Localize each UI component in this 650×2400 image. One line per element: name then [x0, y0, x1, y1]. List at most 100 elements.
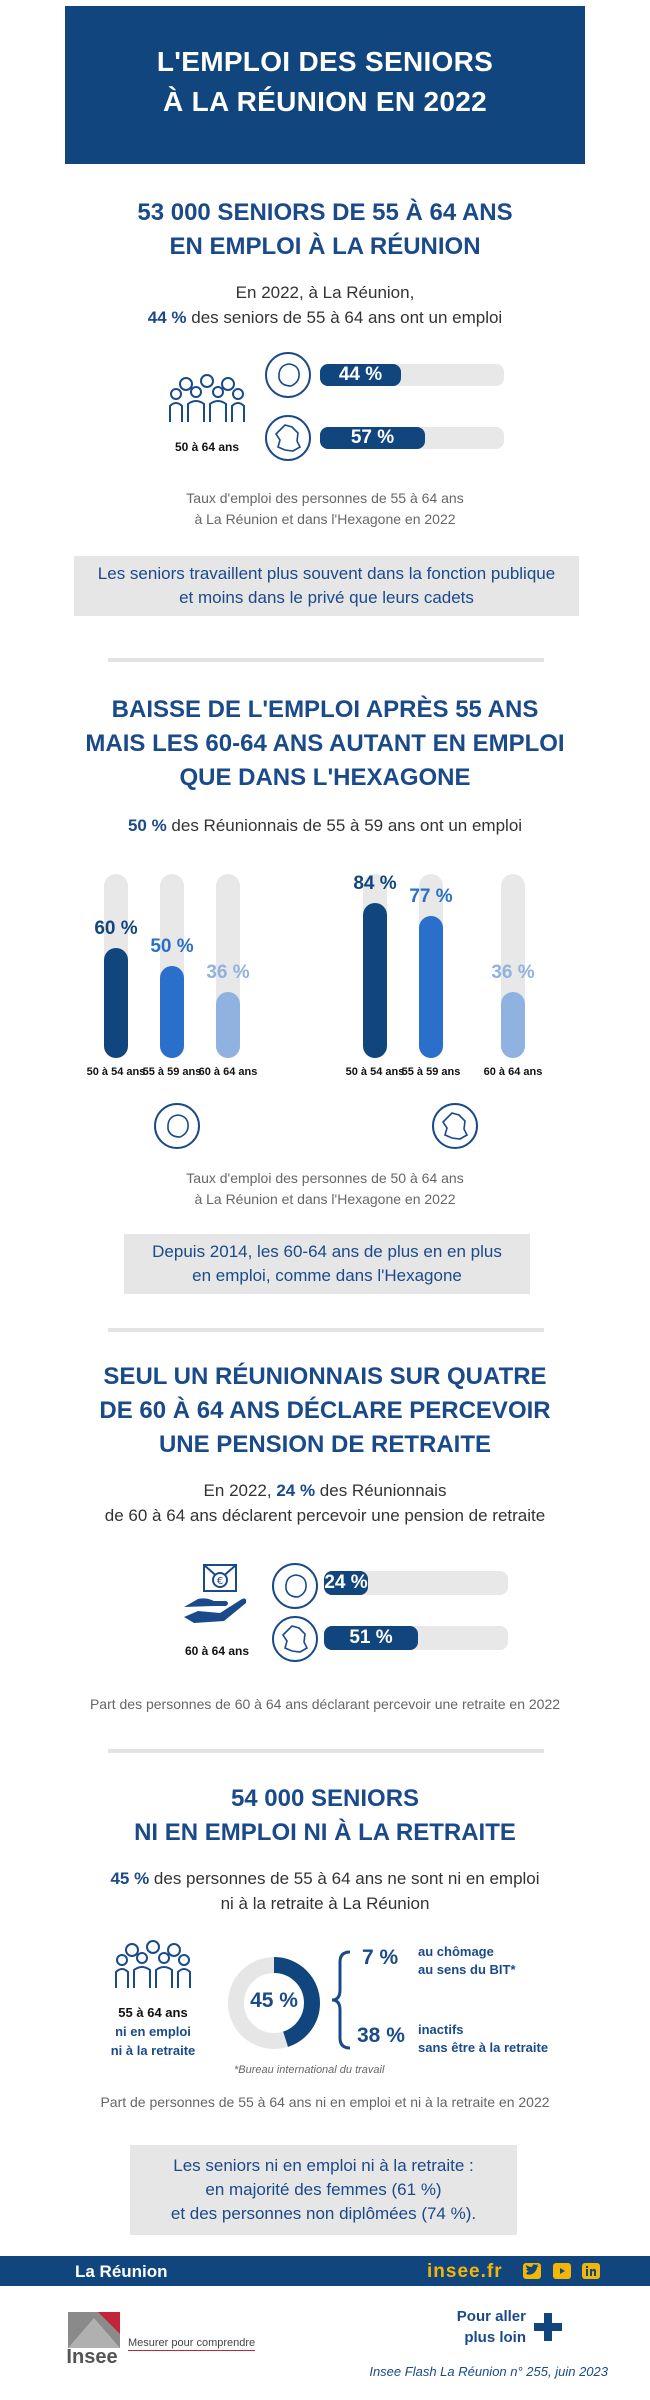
section3-icon-label: 60 à 64 ans — [184, 1644, 250, 1658]
header-title-line1: L'EMPLOI DES SENIORS — [156, 46, 494, 77]
section4-caption: Part de personnes de 55 à 64 ans ni en e… — [100, 2094, 550, 2110]
section4-icon-label: 55 à 64 ans ni en emploi ni à la retrait… — [92, 2003, 214, 2060]
section3-bar-reunion-fill: 24 % — [324, 1571, 368, 1595]
donut-arc — [228, 1957, 320, 2049]
section3-intro-rest: des Réunionnais — [315, 1481, 447, 1500]
youtube-icon[interactable] — [553, 2263, 571, 2279]
section1-title-line1: 53 000 SENIORS DE 55 À 64 ANS — [137, 199, 513, 226]
split-text-inactive: inactifs sans être à la retraite — [418, 2021, 548, 2057]
vbar-track-reunion-2 — [216, 874, 240, 1058]
section3-title-line3: UNE PENSION DE RETRAITE — [158, 1431, 492, 1458]
reunion-map-icon — [265, 352, 311, 398]
reunion-map-icon — [272, 1563, 318, 1609]
section4-intro-rest: des personnes de 55 à 64 ans ne sont ni … — [149, 1869, 540, 1888]
vbar-value-label-hexagone-2: 36 % — [491, 962, 535, 983]
split-text-unemployed-2: au sens du BIT* — [418, 1962, 516, 1977]
more-info-label[interactable]: Pour aller plus loin — [430, 2306, 526, 2348]
header-banner: L'EMPLOI DES SENIORS À LA RÉUNION EN 202… — [65, 6, 585, 164]
split-text-unemployed-1: au chômage — [418, 1944, 494, 1959]
vbar-track-reunion-1 — [160, 874, 184, 1058]
more-info-line1: Pour aller — [456, 2308, 526, 2325]
section1-intro-rest: des seniors de 55 à 64 ans ont un emploi — [186, 308, 503, 327]
section2-box-line2: en emploi, comme dans l'Hexagone — [192, 1266, 462, 1285]
section4-title: 54 000 SENIORS NI EN EMPLOI NI À LA RETR… — [0, 1782, 650, 1850]
insee-tagline: Mesurer pour comprendre — [128, 2337, 256, 2351]
section3-title: SEUL UN RÉUNIONNAIS SUR QUATRE DE 60 À 6… — [0, 1360, 650, 1462]
section1-intro: En 2022, à La Réunion, 44 % des seniors … — [0, 280, 650, 330]
vbar-category-label-reunion-1: 55 à 59 ans — [142, 1066, 202, 1078]
section1-caption: Taux d'emploi des personnes de 55 à 64 a… — [0, 488, 650, 530]
vbar-hexagone-0 — [363, 903, 387, 1058]
separator-2 — [108, 1328, 544, 1332]
brace-icon — [330, 1948, 354, 2052]
section3-intro-bold: 24 % — [276, 1481, 316, 1500]
section4-box: Les seniors ni en emploi ni à la retrait… — [130, 2145, 517, 2235]
section2-intro-bold: 50 % — [127, 816, 167, 835]
section4-footnote: *Bureau international du travail — [234, 2064, 385, 2076]
section1-bar-reunion-fill: 44 % — [320, 364, 401, 386]
section1-intro-line2: 44 % des seniors de 55 à 64 ans ont un e… — [0, 305, 650, 330]
section1-box-line2: et moins dans le privé que leurs cadets — [179, 588, 474, 607]
vbar-track-reunion-0 — [104, 874, 128, 1058]
linkedin-icon[interactable] — [582, 2263, 600, 2279]
vbar-category-label-hexagone-0: 50 à 54 ans — [345, 1066, 405, 1078]
vbar-category-label-reunion-2: 60 à 64 ans — [198, 1066, 258, 1078]
section3-caption: Part des personnes de 60 à 64 ans déclar… — [89, 1696, 561, 1712]
vbar-track-hexagone-2 — [501, 874, 525, 1058]
publication-reference: Insee Flash La Réunion n° 255, juin 2023 — [369, 2364, 608, 2379]
insee-site-link[interactable]: insee.fr — [427, 2261, 503, 2282]
section3-title-line1: SEUL UN RÉUNIONNAIS SUR QUATRE — [103, 1363, 547, 1390]
vbar-value-label-reunion-0: 60 % — [94, 918, 138, 939]
twitter-icon[interactable] — [523, 2263, 541, 2279]
plus-icon[interactable] — [532, 2311, 564, 2343]
section1-bar-hexagone: 57 % — [320, 427, 504, 449]
vbar-value-label-hexagone-1: 77 % — [409, 886, 453, 907]
section2-box-line1: Depuis 2014, les 60-64 ans de plus en en… — [152, 1242, 502, 1261]
split-text-inactive-2: sans être à la retraite — [418, 2040, 549, 2055]
section1-title: 53 000 SENIORS DE 55 À 64 ANS EN EMPLOI … — [0, 196, 650, 264]
split-value-unemployed: 7 % — [362, 1946, 399, 1969]
header-title-line2: À LA RÉUNION EN 2022 — [163, 86, 487, 117]
section4-title-line2: NI EN EMPLOI NI À LA RETRAITE — [134, 1819, 516, 1846]
vbar-value-label-reunion-1: 50 % — [150, 936, 194, 957]
section1-bar-reunion: 44 % — [320, 364, 504, 386]
separator-1 — [108, 658, 544, 662]
more-info-line2: plus loin — [464, 2329, 526, 2346]
svg-text:€: € — [217, 1576, 223, 1587]
section3-intro: En 2022, 24 % des Réunionnais de 60 à 64… — [0, 1478, 650, 1528]
section2-box: Depuis 2014, les 60-64 ans de plus en en… — [124, 1234, 530, 1294]
split-value-inactive: 38 % — [357, 2024, 405, 2047]
section1-icon-label: 50 à 64 ans — [174, 440, 240, 454]
vbar-reunion-2 — [216, 992, 240, 1058]
reunion-map-icon — [154, 1103, 200, 1149]
france-map-icon — [272, 1616, 318, 1662]
section2-caption-line2: à La Réunion et dans l'Hexagone en 2022 — [194, 1191, 456, 1207]
section4-intro: 45 % des personnes de 55 à 64 ans ne son… — [0, 1866, 650, 1916]
section3-intro-pre: En 2022, — [203, 1481, 277, 1500]
people-group-icon — [168, 372, 246, 432]
section1-bar-hexagone-fill: 57 % — [320, 427, 425, 449]
section3-intro-line1: En 2022, 24 % des Réunionnais — [0, 1478, 650, 1503]
vbar-track-hexagone-1 — [419, 874, 443, 1058]
section1-caption-line1: Taux d'emploi des personnes de 55 à 64 a… — [186, 490, 464, 506]
insee-logo-text: Insee — [66, 2346, 118, 2368]
section3-intro-line2: de 60 à 64 ans déclarent percevoir une p… — [104, 1506, 546, 1525]
section3-bar-reunion: 24 % — [324, 1571, 508, 1595]
insee-logo: Insee — [58, 2310, 126, 2370]
section2-title-line3: QUE DANS L'HEXAGONE — [179, 764, 471, 791]
france-map-icon — [432, 1103, 478, 1149]
vbar-hexagone-2 — [501, 992, 525, 1058]
section2-intro: 50 % des Réunionnais de 55 à 59 ans ont … — [0, 813, 650, 838]
vbar-value-label-reunion-2: 36 % — [206, 962, 250, 983]
section4-icon-label-3: ni à la retraite — [110, 2043, 196, 2058]
section1-box: Les seniors travaillent plus souvent dan… — [74, 556, 579, 616]
section1-intro-bold: 44 % — [147, 308, 187, 327]
section1-intro-line1: En 2022, à La Réunion, — [235, 283, 415, 302]
france-map-icon — [265, 415, 311, 461]
vbar-category-label-hexagone-2: 60 à 64 ans — [483, 1066, 543, 1078]
section1-title-line2: EN EMPLOI À LA RÉUNION — [169, 233, 481, 260]
vbar-reunion-0 — [104, 948, 128, 1058]
vbar-reunion-1 — [160, 966, 184, 1058]
vbar-value-label-hexagone-0: 84 % — [353, 873, 397, 894]
section2-title-line1: BAISSE DE L'EMPLOI APRÈS 55 ANS — [111, 696, 539, 723]
